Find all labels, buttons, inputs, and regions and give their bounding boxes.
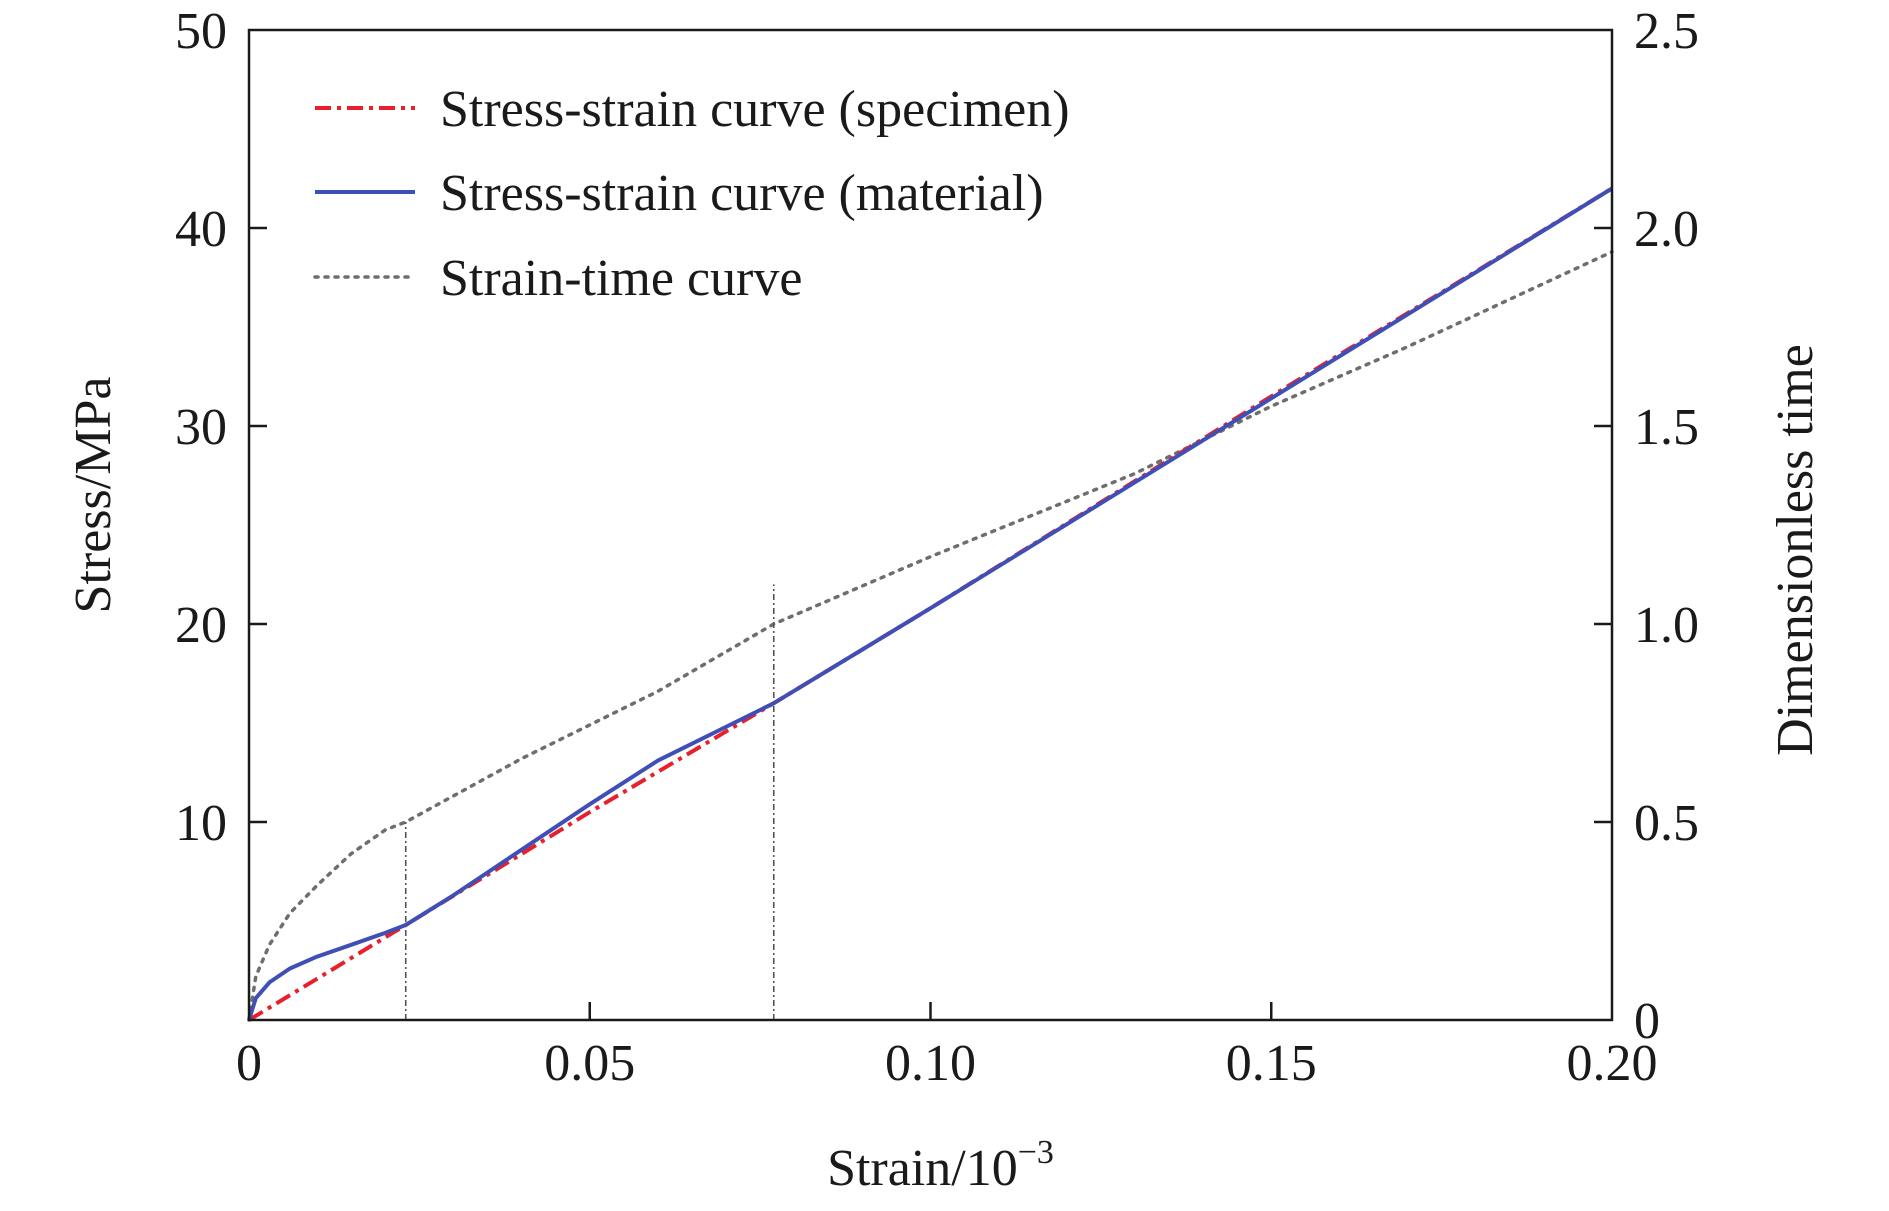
y2-axis-title: Dimensionless time [1767, 344, 1824, 756]
y2-tick-label: 0 [1634, 993, 1660, 1050]
y-tick-label: 30 [175, 399, 227, 456]
tick-layer: 0 0.05 0.10 0.15 0.20 10 20 30 40 50 0 0.5 1.0 1.5 2.0… [175, 3, 1699, 1092]
y-axis-title: Stress/MPa [65, 377, 122, 614]
y-tick-label: 50 [175, 3, 227, 60]
x-tick-label: 0.10 [885, 1035, 976, 1092]
reference-lines [404, 584, 775, 1020]
x-tick-label: 0 [236, 1035, 262, 1092]
y2-tick-label: 0.5 [1634, 795, 1699, 852]
legend-label-strain-time: Strain-time curve [440, 250, 802, 307]
legend-label-material: Stress-strain curve (material) [440, 165, 1044, 222]
x-axis-title-text: Strain/10 [827, 1140, 1018, 1197]
series-line-1 [247, 186, 1614, 1021]
legend: Stress-strain curve (specimen) Stress-st… [313, 81, 1070, 307]
x-axis-title: Strain/10−3 [827, 1134, 1054, 1197]
y2-tick-label: 1.5 [1634, 399, 1699, 456]
x-axis-title-superscript: −3 [1018, 1134, 1054, 1171]
y-tick-label: 40 [175, 201, 227, 258]
x-tick-label: 0.15 [1226, 1035, 1317, 1092]
y-tick-label: 20 [175, 597, 227, 654]
y2-tick-label: 1.0 [1634, 597, 1699, 654]
y2-tick-label: 2.0 [1634, 201, 1699, 258]
y2-tick-label: 2.5 [1634, 3, 1699, 60]
y-tick-label: 10 [175, 795, 227, 852]
x-tick-label: 0.20 [1567, 1035, 1658, 1092]
x-tick-label: 0.05 [544, 1035, 635, 1092]
legend-label-specimen: Stress-strain curve (specimen) [440, 81, 1070, 138]
